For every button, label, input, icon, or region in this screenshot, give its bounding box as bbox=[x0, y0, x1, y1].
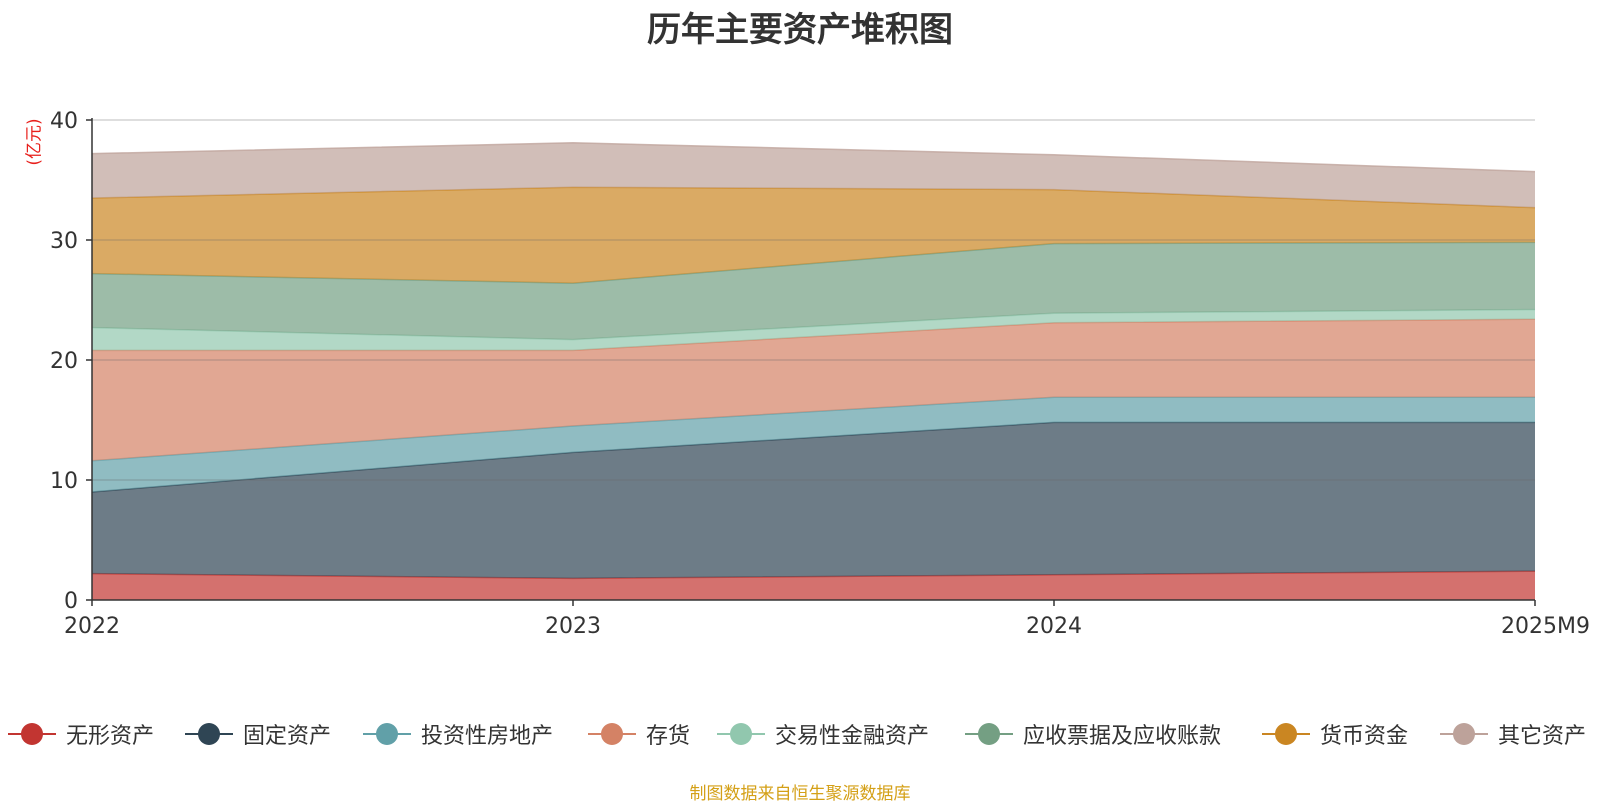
legend-label: 交易性金融资产 bbox=[775, 724, 930, 749]
legend-label: 固定资产 bbox=[243, 724, 332, 749]
area-series-edge-7 bbox=[91, 142, 1536, 173]
legend-item-7[interactable]: 其它资产 bbox=[1438, 717, 1586, 751]
x-tick-label-1: 2023 bbox=[545, 614, 601, 639]
legend-marker-icon bbox=[1438, 717, 1490, 751]
area-series-1 bbox=[92, 422, 1535, 579]
legend-label: 应收票据及应收账款 bbox=[1023, 724, 1222, 749]
legend-item-4[interactable]: 交易性金融资产 bbox=[715, 717, 929, 751]
legend-item-0[interactable]: 无形资产 bbox=[6, 717, 154, 751]
y-tick-label-4: 40 bbox=[50, 109, 78, 134]
legend-label: 投资性房地产 bbox=[421, 724, 554, 749]
area-series-4 bbox=[92, 309, 1535, 351]
legend-label: 货币资金 bbox=[1320, 724, 1409, 749]
area-series-6 bbox=[92, 187, 1535, 284]
chart-title: 历年主要资产堆积图 bbox=[647, 10, 953, 50]
legend-marker-icon bbox=[963, 717, 1015, 751]
area-series-2 bbox=[92, 397, 1535, 492]
x-tick-label-2: 2024 bbox=[1026, 614, 1082, 639]
x-tick-label-3: 2025M9 bbox=[1501, 614, 1590, 639]
legend-item-1[interactable]: 固定资产 bbox=[183, 717, 331, 751]
area-series-7 bbox=[92, 142, 1535, 208]
x-tick-label-0: 2022 bbox=[64, 614, 120, 639]
area-series-3 bbox=[92, 319, 1535, 461]
y-tick-label-3: 30 bbox=[50, 229, 78, 254]
legend-marker-icon bbox=[361, 717, 413, 751]
legend-item-3[interactable]: 存货 bbox=[586, 717, 690, 751]
legend-item-5[interactable]: 应收票据及应收账款 bbox=[963, 717, 1221, 751]
legend-marker-icon bbox=[715, 717, 767, 751]
legend-marker-icon bbox=[6, 717, 58, 751]
legend-label: 存货 bbox=[646, 724, 691, 749]
data-source-note: 制图数据来自恒生聚源数据库 bbox=[689, 784, 911, 804]
legend-item-2[interactable]: 投资性房地产 bbox=[361, 717, 553, 751]
legend-marker-icon bbox=[586, 717, 638, 751]
y-tick-label-0: 0 bbox=[64, 589, 78, 614]
area-series-5 bbox=[92, 242, 1535, 340]
y-tick-label-1: 10 bbox=[50, 469, 78, 494]
legend-label: 无形资产 bbox=[66, 724, 155, 749]
legend-item-6[interactable]: 货币资金 bbox=[1260, 717, 1408, 751]
y-tick-label-2: 20 bbox=[50, 349, 78, 374]
legend-marker-icon bbox=[1260, 717, 1312, 751]
legend-label: 其它资产 bbox=[1498, 724, 1587, 749]
area-series-0 bbox=[92, 571, 1535, 600]
legend-marker-icon bbox=[183, 717, 235, 751]
